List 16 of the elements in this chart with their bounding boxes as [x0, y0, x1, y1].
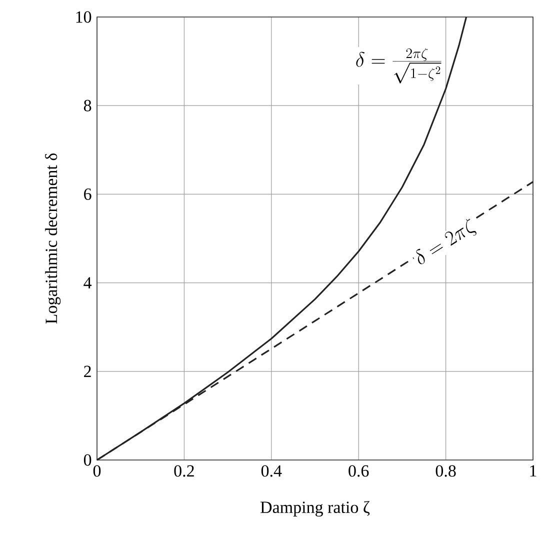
y-tick-label: 8	[84, 100, 92, 112]
x-tick-label: 0.6	[348, 465, 369, 477]
x-tick-label: 0.4	[261, 465, 282, 477]
series-label: $\delta = \frac{2\pi\zeta}{\sqrt{1 - \zeta^{2}}}$	[356, 48, 442, 84]
x-tick-label: 0.2	[174, 465, 194, 477]
x-axis-title: Damping ratio ζ	[260, 500, 370, 517]
y-tick-label: 2	[84, 366, 91, 378]
x-tick-label: 0	[93, 465, 100, 477]
x-tick-label: 1	[530, 465, 536, 476]
y-axis-title: Logarithmic decrement δ	[44, 153, 60, 324]
series-label: $\delta = 2\pi\zeta$	[416, 218, 476, 264]
y-tick-label: 0	[84, 454, 92, 466]
y-tick-label: 6	[84, 188, 92, 200]
y-tick-label: 10	[76, 11, 92, 23]
x-tick-label: 0.8	[436, 465, 456, 477]
y-tick-label: 4	[84, 277, 92, 288]
